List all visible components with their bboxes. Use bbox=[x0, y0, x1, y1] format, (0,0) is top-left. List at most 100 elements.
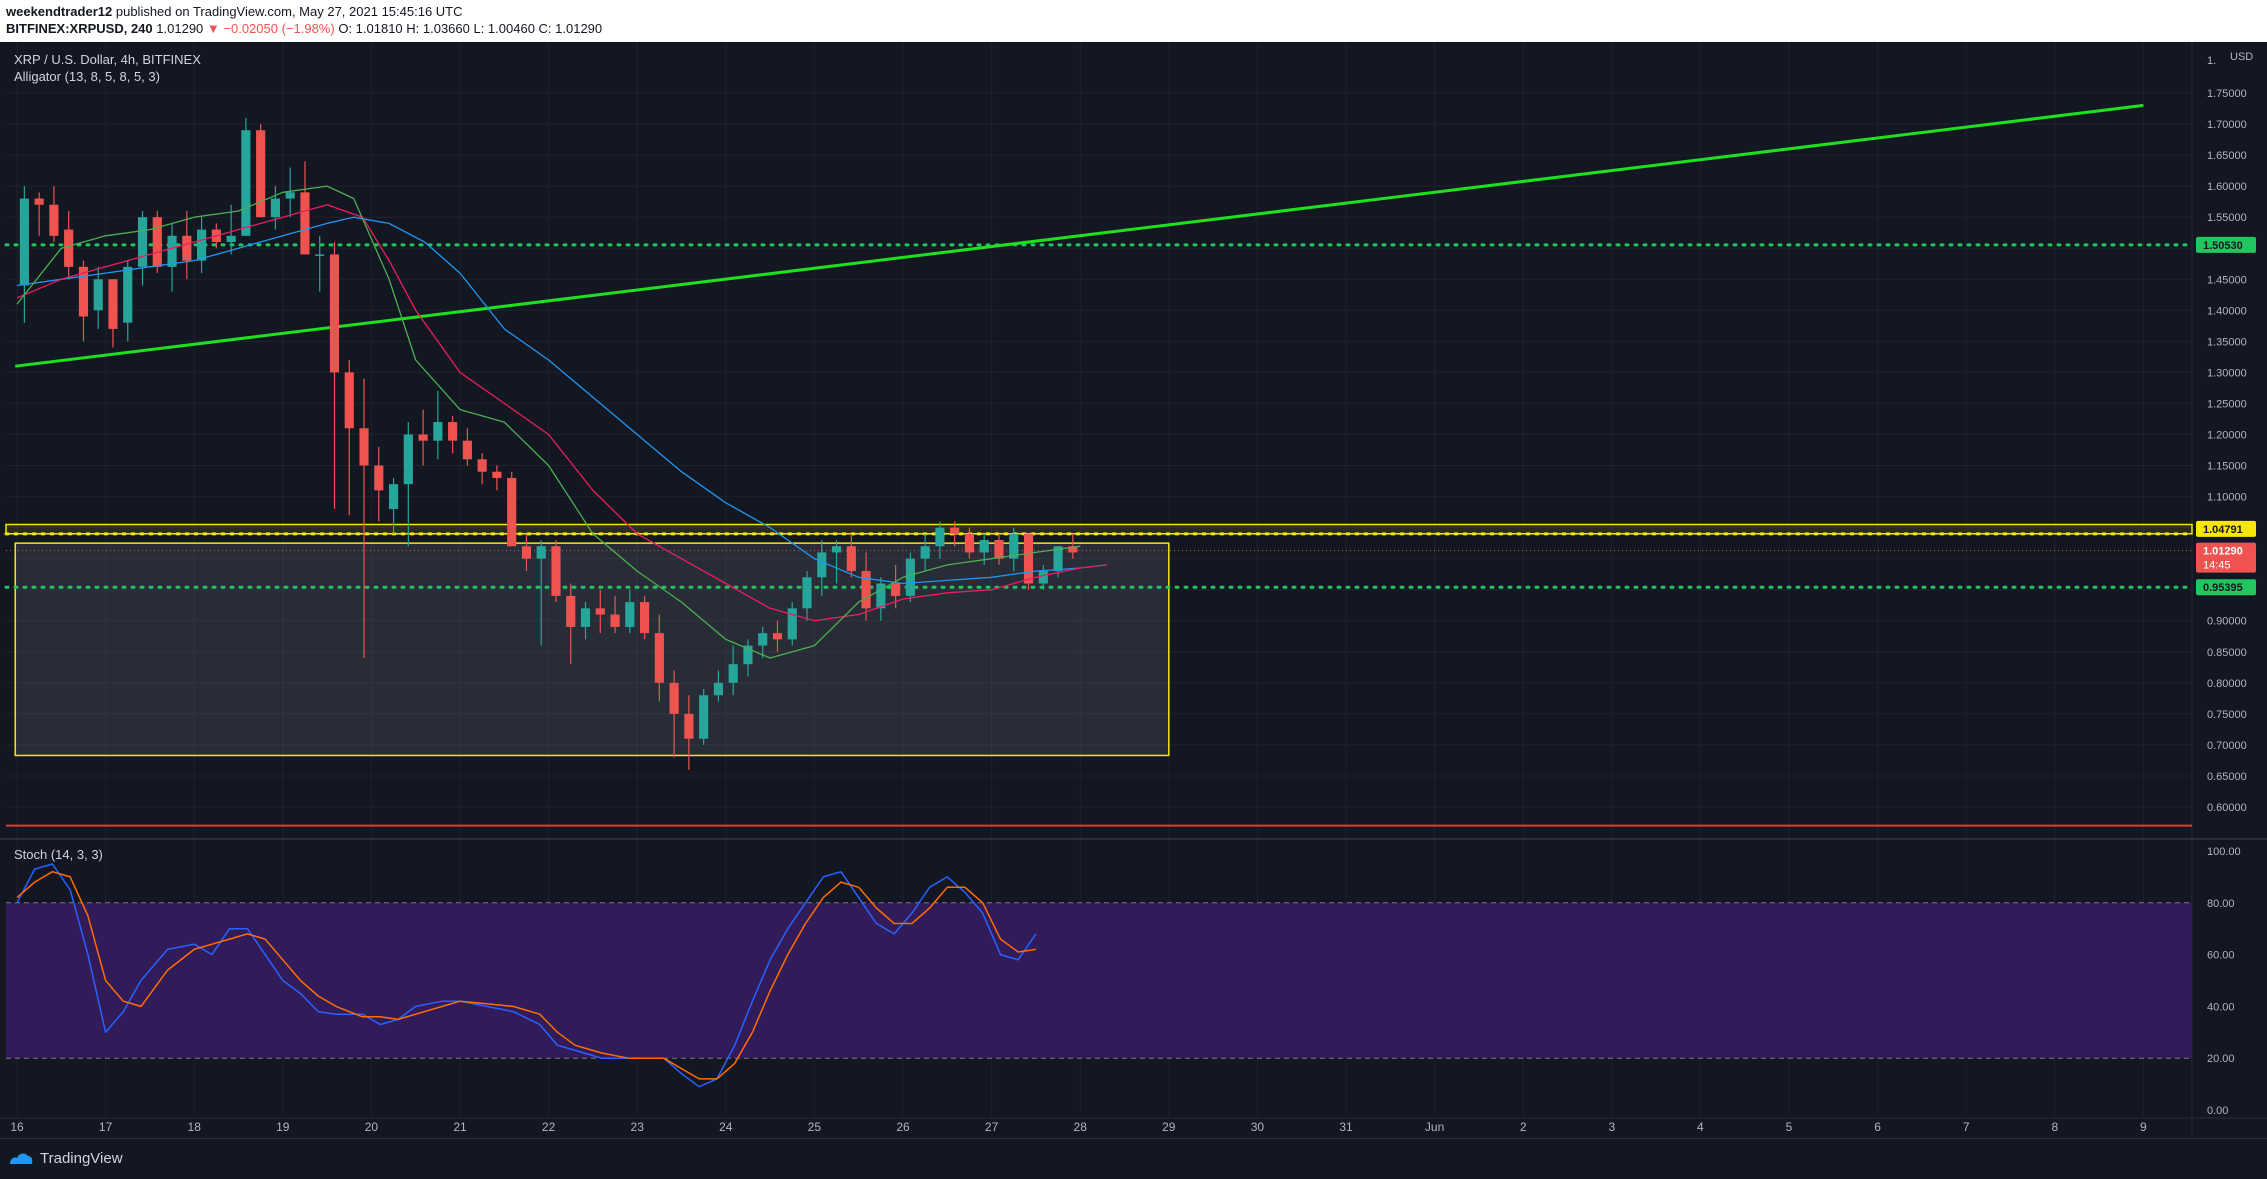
candle-body bbox=[979, 540, 989, 553]
alligator-jaw bbox=[16, 216, 1107, 585]
last-price: 1.01290 bbox=[156, 21, 204, 36]
price-tick-label: 1.40000 bbox=[2207, 305, 2247, 317]
candle-body bbox=[285, 192, 295, 199]
price-label-tag bbox=[2196, 542, 2256, 573]
candle-body bbox=[477, 459, 487, 472]
range-box bbox=[14, 542, 1170, 757]
symbol-label: BITFINEX:XRPUSD, 240 bbox=[6, 21, 153, 36]
candle-body bbox=[108, 279, 118, 329]
resistance-band bbox=[5, 523, 2193, 535]
price-tick-label: 1.60000 bbox=[2207, 181, 2247, 193]
candle-body bbox=[182, 235, 192, 261]
price-tick-label: 1.30000 bbox=[2207, 367, 2247, 379]
candle-body bbox=[935, 527, 945, 547]
price-tick-label: 1.45000 bbox=[2207, 274, 2247, 286]
price-tick-label: 1. bbox=[2207, 55, 2216, 67]
time-tick-label: 27 bbox=[985, 1120, 999, 1134]
alligator-lips bbox=[16, 185, 1081, 659]
candle-body bbox=[536, 546, 546, 559]
price-tick-label: 1.10000 bbox=[2207, 492, 2247, 504]
price-tick-label: 0.65000 bbox=[2207, 771, 2247, 783]
time-tick-label: 25 bbox=[808, 1120, 822, 1134]
time-tick-label: 30 bbox=[1251, 1120, 1265, 1134]
candle-body bbox=[950, 527, 960, 534]
candle-body bbox=[374, 465, 384, 491]
price-chart[interactable]: 1.750001.700001.650001.600001.550001.500… bbox=[0, 42, 2267, 1138]
time-tick-label: 7 bbox=[1963, 1120, 1970, 1134]
candle-body bbox=[300, 192, 310, 255]
candle-body bbox=[713, 682, 723, 696]
candle-body bbox=[315, 254, 325, 256]
price-tick-label: 0.75000 bbox=[2207, 709, 2247, 721]
candle-body bbox=[580, 608, 591, 627]
candle-body bbox=[388, 484, 399, 509]
price-tick-label: 1.35000 bbox=[2207, 336, 2247, 348]
currency-label: USD bbox=[2230, 51, 2253, 63]
time-tick-label: 8 bbox=[2051, 1120, 2058, 1134]
candle-body bbox=[566, 595, 576, 627]
time-tick-label: 21 bbox=[453, 1120, 467, 1134]
price-tick-label: 0.80000 bbox=[2207, 678, 2247, 690]
candle-body bbox=[920, 546, 930, 559]
candle-body bbox=[34, 198, 44, 205]
tradingview-brand[interactable]: TradingView bbox=[8, 1149, 123, 1167]
candle-body bbox=[197, 229, 207, 261]
time-tick-label: 22 bbox=[542, 1120, 556, 1134]
candle-body bbox=[19, 198, 29, 286]
price-label-tag bbox=[2196, 520, 2256, 537]
time-tick-label: 2 bbox=[1520, 1120, 1527, 1134]
candle-body bbox=[49, 204, 59, 236]
candle-body bbox=[492, 471, 502, 478]
time-tick-label: 5 bbox=[1786, 1120, 1793, 1134]
candle-body bbox=[758, 633, 768, 646]
price-tick-label: 0.85000 bbox=[2207, 647, 2247, 659]
stoch-band bbox=[6, 902, 2192, 1059]
price-tick-label: 0.60000 bbox=[2207, 802, 2247, 814]
tradingview-logo-icon bbox=[10, 1153, 33, 1164]
price-label-tag bbox=[2196, 236, 2256, 253]
candle-body bbox=[787, 608, 797, 640]
candle-body bbox=[78, 266, 89, 317]
candle-body bbox=[994, 540, 1004, 559]
price-tick-label: 1.25000 bbox=[2207, 398, 2247, 410]
candle-body bbox=[669, 682, 679, 714]
chart-title: XRP / U.S. Dollar, 4h, BITFINEX bbox=[14, 52, 201, 67]
price-label-text: 0.95395 bbox=[2203, 582, 2243, 594]
alligator-legend: Alligator (13, 8, 5, 8, 5, 3) bbox=[14, 69, 160, 84]
candle-body bbox=[329, 254, 340, 373]
stoch-tick-label: 0.00 bbox=[2207, 1105, 2228, 1117]
price-tick-label: 0.90000 bbox=[2207, 616, 2247, 628]
candle-body bbox=[418, 434, 428, 441]
symbol-info: BITFINEX:XRPUSD, 240 1.01290 ▼ −0.02050 … bbox=[6, 21, 602, 37]
candle-body bbox=[152, 217, 162, 267]
candle-body bbox=[728, 664, 738, 683]
candle-body bbox=[876, 583, 886, 609]
candles bbox=[19, 117, 1078, 770]
candle-body bbox=[1068, 546, 1078, 553]
time-tick-label: 16 bbox=[10, 1120, 24, 1134]
alligator-teeth bbox=[16, 204, 1107, 622]
price-tick-label: 1.65000 bbox=[2207, 150, 2247, 162]
candle-body bbox=[359, 428, 369, 466]
candle-body bbox=[507, 477, 517, 547]
price-tick-label: 0.70000 bbox=[2207, 740, 2247, 752]
author-name[interactable]: weekendtrader12 bbox=[6, 4, 113, 19]
candle-body bbox=[241, 130, 251, 236]
price-tick-label: 1.20000 bbox=[2207, 429, 2247, 441]
candle-body bbox=[625, 602, 635, 627]
candle-body bbox=[654, 633, 664, 683]
candle-body bbox=[226, 235, 236, 243]
publish-header: weekendtrader12 published on TradingView… bbox=[0, 0, 2267, 42]
candle-body bbox=[93, 279, 103, 311]
price-label-text: 1.04791 bbox=[2203, 524, 2243, 536]
time-tick-label: 24 bbox=[719, 1120, 733, 1134]
published-text: published on TradingView.com, May 27, 20… bbox=[115, 4, 463, 19]
candle-body bbox=[743, 645, 753, 665]
time-tick-label: 3 bbox=[1608, 1120, 1615, 1134]
stoch-d-line bbox=[16, 870, 1037, 1080]
candle-body bbox=[595, 608, 605, 615]
time-tick-label: 26 bbox=[896, 1120, 910, 1134]
candle-body bbox=[817, 552, 827, 578]
price-change: ▼ −0.02050 (−1.98%) bbox=[206, 21, 335, 36]
price-label-tag bbox=[2196, 579, 2256, 596]
